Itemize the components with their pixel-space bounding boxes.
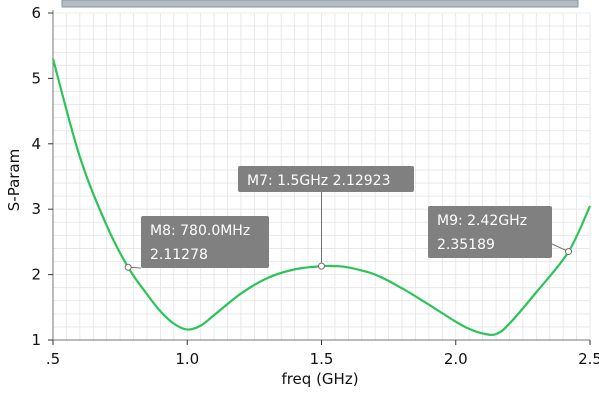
marker-label-box bbox=[141, 216, 269, 268]
x-tick-label: 2.0 bbox=[444, 350, 468, 368]
x-tick-label: .5 bbox=[46, 350, 60, 368]
marker-label-line1: M8: 780.0MHz bbox=[150, 223, 250, 239]
marker-label-line1: M7: 1.5GHz 2.12923 bbox=[247, 173, 391, 189]
marker-point bbox=[318, 262, 325, 270]
x-tick-label: 1.0 bbox=[175, 350, 199, 368]
y-tick-label: 4 bbox=[31, 135, 41, 153]
marker-point bbox=[124, 263, 132, 271]
marker-label-line2: 2.11278 bbox=[150, 247, 208, 263]
tick-labels: 1 2 3 4 5 6 .5 1.0 1.5 2.0 2.5 bbox=[31, 4, 599, 368]
y-tick-label: 2 bbox=[31, 266, 41, 284]
top-overlay-bar bbox=[61, 0, 579, 8]
y-tick-label: 6 bbox=[31, 4, 41, 22]
marker-label-line1: M9: 2.42GHz bbox=[437, 213, 527, 229]
marker-label-box bbox=[428, 206, 552, 258]
y-tick-label: 3 bbox=[31, 200, 41, 218]
axes bbox=[48, 10, 591, 345]
x-tick-label: 2.5 bbox=[578, 350, 599, 368]
marker-label-box bbox=[238, 166, 414, 192]
y-axis-label: S-Param bbox=[5, 149, 23, 211]
markers: M8: 780.0MHz 2.11278 M7: 1.5GHz 2.12923 M9:… bbox=[124, 166, 573, 271]
x-tick-label: 1.5 bbox=[310, 350, 334, 368]
marker-point bbox=[565, 248, 573, 256]
x-axis-label: freq (GHz) bbox=[281, 370, 358, 388]
y-tick-label: 1 bbox=[31, 331, 41, 349]
y-tick-label: 5 bbox=[31, 69, 41, 87]
marker-label-line2: 2.35189 bbox=[437, 237, 495, 253]
